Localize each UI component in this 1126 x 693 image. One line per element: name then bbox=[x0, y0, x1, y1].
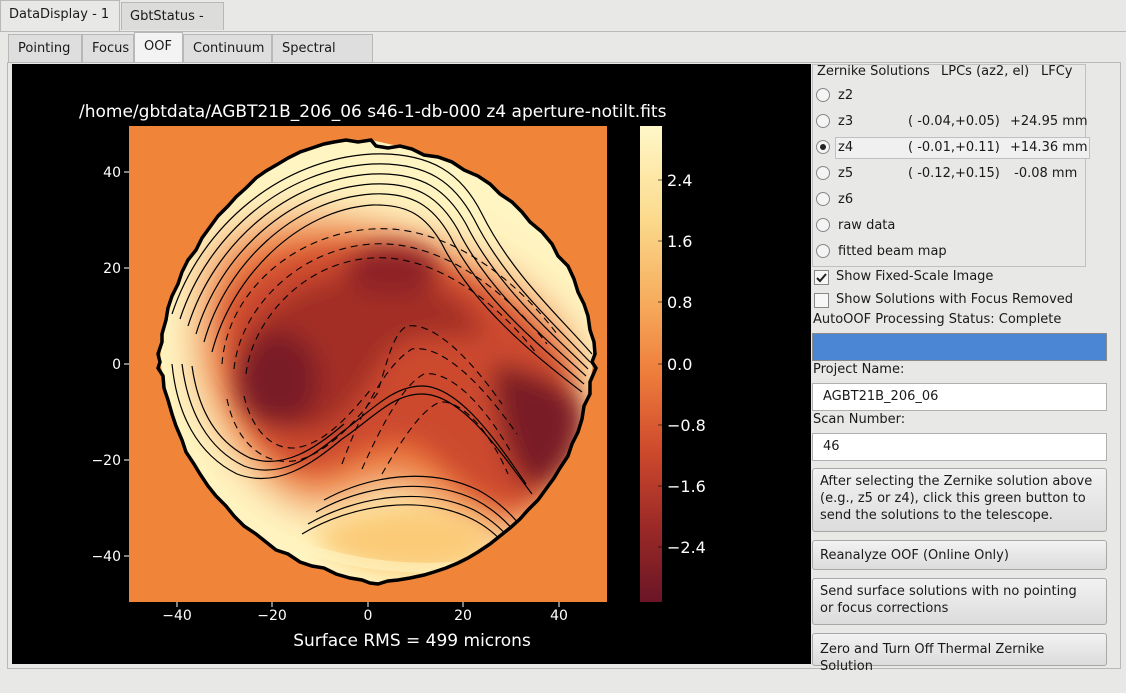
y-tick-label: 0 bbox=[112, 357, 121, 373]
reanalyze-oof-button[interactable]: Reanalyze OOF (Online Only) bbox=[812, 540, 1107, 570]
radio-button[interactable] bbox=[816, 244, 830, 258]
colorbar-tick-label: 1.6 bbox=[667, 232, 692, 251]
y-tick-label: 40 bbox=[103, 165, 121, 181]
display-tab-bar: Pointing Focus OOF Continuum Spectral Li… bbox=[0, 31, 1126, 84]
selection-highlight bbox=[835, 137, 1090, 159]
x-tick-label: 20 bbox=[454, 608, 472, 624]
zernike-option-label: fitted beam map bbox=[838, 244, 947, 259]
fixed-scale-label: Show Fixed-Scale Image bbox=[836, 269, 994, 284]
radio-button[interactable] bbox=[816, 114, 830, 128]
tab-spectral-line[interactable]: Spectral Line bbox=[272, 34, 373, 84]
autooof-progress-bar bbox=[812, 333, 1107, 361]
zernike-header-lfcy: LFCy bbox=[1041, 64, 1073, 79]
project-name-label: Project Name: bbox=[813, 362, 905, 377]
colorbar bbox=[640, 126, 662, 602]
colorbar-tick-label: 0.8 bbox=[667, 293, 692, 312]
tab-gbtstatus[interactable]: GbtStatus - 1 bbox=[121, 2, 224, 52]
radio-button[interactable] bbox=[816, 192, 830, 206]
radio-button[interactable] bbox=[816, 88, 830, 102]
colorbar-tick-label: 2.4 bbox=[667, 171, 692, 190]
fixed-scale-checkbox[interactable] bbox=[814, 270, 829, 285]
y-axis: 40 20 0 −20 −40 bbox=[91, 165, 121, 565]
autooof-status-label: AutoOOF Processing Status: Complete bbox=[813, 312, 1062, 327]
focus-removed-checkbox[interactable] bbox=[814, 293, 829, 308]
zernike-option-label: z4 bbox=[838, 140, 854, 155]
aperture-plot-svg: /home/gbtdata/AGBT21B_206_06 s46-1-db-00… bbox=[79, 102, 706, 651]
send-surface-solutions-button[interactable]: Send surface solutions with no pointing … bbox=[812, 578, 1107, 625]
aperture-outline bbox=[156, 138, 598, 586]
zernike-header: Zernike Solutions LPCs (az2, el) LFCy bbox=[817, 64, 1073, 79]
radio-button[interactable] bbox=[816, 166, 830, 180]
radio-button[interactable] bbox=[816, 218, 830, 232]
tab-datadisplay[interactable]: DataDisplay - 1 bbox=[0, 0, 120, 31]
aperture-plot: /home/gbtdata/AGBT21B_206_06 s46-1-db-00… bbox=[12, 64, 811, 664]
scan-number-label: Scan Number: bbox=[813, 412, 906, 427]
colorbar-tick-label: −2.4 bbox=[667, 538, 706, 557]
aperture-surface bbox=[160, 140, 595, 583]
zernike-solutions-group bbox=[812, 64, 1086, 267]
send-solutions-button[interactable]: After selecting the Zernike solution abo… bbox=[812, 468, 1107, 532]
x-tick-label: 0 bbox=[364, 608, 373, 624]
zernike-option-label: z2 bbox=[838, 88, 854, 103]
zernike-option-label: z5 bbox=[838, 166, 854, 181]
x-tick-label: −40 bbox=[162, 608, 192, 624]
focus-removed-label: Show Solutions with Focus Removed bbox=[836, 292, 1074, 307]
zernike-lpc-value: ( -0.12,+0.15) bbox=[908, 166, 1000, 181]
window-tab-bar: DataDisplay - 1 GbtStatus - 1 bbox=[0, 0, 1126, 52]
zernike-option-label: z6 bbox=[838, 192, 854, 207]
project-name-field[interactable]: AGBT21B_206_06 bbox=[812, 383, 1107, 411]
y-tick-label: 20 bbox=[103, 261, 121, 277]
checkmark-icon bbox=[816, 273, 827, 283]
zernike-option-fitted-beam-map[interactable]: fitted beam map bbox=[814, 241, 1089, 265]
plot-title: /home/gbtdata/AGBT21B_206_06 s46-1-db-00… bbox=[79, 102, 667, 122]
zernike-lpc-value: ( -0.01,+0.11) bbox=[908, 140, 1000, 155]
zernike-option-z5[interactable]: z5 ( -0.12,+0.15) -0.08 mm bbox=[814, 163, 1089, 187]
radio-button-selected[interactable] bbox=[816, 140, 830, 154]
tab-pointing[interactable]: Pointing bbox=[8, 34, 82, 64]
y-tick-label: −20 bbox=[91, 453, 121, 469]
zernike-option-z4[interactable]: z4 ( -0.01,+0.11) +14.36 mm bbox=[814, 137, 1090, 161]
colorbar-tick-label: −0.8 bbox=[667, 416, 706, 435]
zernike-option-label: z3 bbox=[838, 114, 854, 129]
zernike-option-label: raw data bbox=[838, 218, 896, 233]
colorbar-ticks: 2.4 1.6 0.8 0.0 −0.8 −1.6 −2.4 bbox=[667, 171, 706, 557]
tab-focus[interactable]: Focus bbox=[82, 34, 134, 64]
x-tick-label: 40 bbox=[550, 608, 568, 624]
zernike-option-z2[interactable]: z2 bbox=[814, 85, 1089, 109]
zernike-option-z3[interactable]: z3 ( -0.04,+0.05) +24.95 mm bbox=[814, 111, 1089, 135]
colorbar-tick-label: −1.6 bbox=[667, 477, 706, 496]
zernike-header-solutions: Zernike Solutions bbox=[817, 64, 930, 79]
x-tick-label: −20 bbox=[257, 608, 287, 624]
surface-rms-caption: Surface RMS = 499 microns bbox=[293, 631, 531, 651]
tab-continuum[interactable]: Continuum bbox=[183, 34, 272, 64]
colorbar-tick-label: 0.0 bbox=[667, 355, 692, 374]
x-axis: −40 −20 0 20 40 bbox=[162, 608, 568, 624]
zernike-lpc-value: ( -0.04,+0.05) bbox=[908, 114, 1000, 129]
zernike-lfc-value: +14.36 mm bbox=[1010, 140, 1088, 155]
zernike-lfc-value: +24.95 mm bbox=[1010, 114, 1088, 129]
zero-thermal-zernike-button[interactable]: Zero and Turn Off Thermal Zernike Soluti… bbox=[812, 633, 1107, 674]
tab-oof[interactable]: OOF bbox=[134, 32, 183, 64]
zernike-option-z6[interactable]: z6 bbox=[814, 189, 1089, 213]
zernike-lfc-value: -0.08 mm bbox=[1010, 166, 1078, 181]
y-tick-label: −40 bbox=[91, 549, 121, 565]
scan-number-field[interactable]: 46 bbox=[812, 433, 1107, 461]
zernike-header-lpcs: LPCs (az2, el) bbox=[941, 64, 1030, 79]
zernike-option-raw-data[interactable]: raw data bbox=[814, 215, 1089, 239]
